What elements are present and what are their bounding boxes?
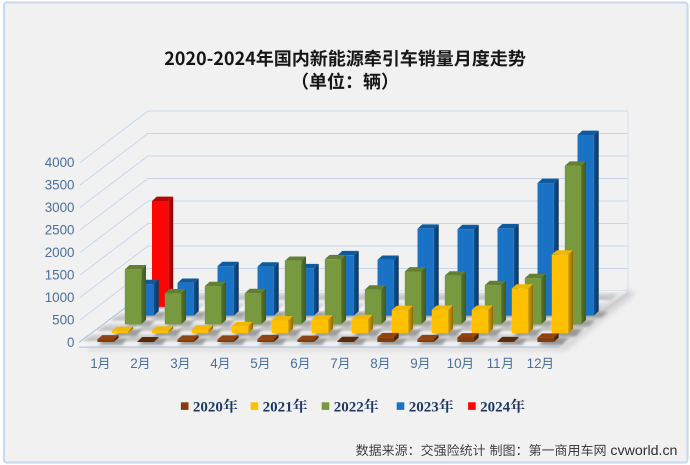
svg-text:2022: 2022 xyxy=(334,400,364,416)
svg-text:500: 500 xyxy=(52,313,74,328)
svg-text:1500: 1500 xyxy=(45,268,75,283)
svg-text:3: 3 xyxy=(170,356,177,371)
svg-text:2024: 2024 xyxy=(480,400,511,416)
svg-text:6: 6 xyxy=(290,356,297,371)
svg-text:8: 8 xyxy=(370,356,377,371)
svg-text:3000: 3000 xyxy=(45,200,75,215)
svg-text:cvworld.cn: cvworld.cn xyxy=(610,443,677,459)
svg-text:1000: 1000 xyxy=(45,290,75,305)
svg-text:2023: 2023 xyxy=(409,400,439,416)
svg-text:5: 5 xyxy=(250,356,257,371)
svg-text:12: 12 xyxy=(527,356,542,371)
svg-text:1: 1 xyxy=(90,356,97,371)
svg-text:2020: 2020 xyxy=(193,400,223,416)
svg-text:2000: 2000 xyxy=(45,245,75,260)
svg-text:2021: 2021 xyxy=(263,400,293,416)
svg-text:0: 0 xyxy=(67,335,74,350)
svg-text:2500: 2500 xyxy=(45,223,75,238)
svg-text:9: 9 xyxy=(410,356,417,371)
svg-text:2: 2 xyxy=(130,356,137,371)
svg-text:10: 10 xyxy=(447,356,462,371)
svg-text:4: 4 xyxy=(210,356,218,371)
svg-text:7: 7 xyxy=(330,356,337,371)
svg-text:11: 11 xyxy=(487,356,501,371)
svg-text:4000: 4000 xyxy=(45,155,75,170)
svg-text:3500: 3500 xyxy=(45,178,75,193)
